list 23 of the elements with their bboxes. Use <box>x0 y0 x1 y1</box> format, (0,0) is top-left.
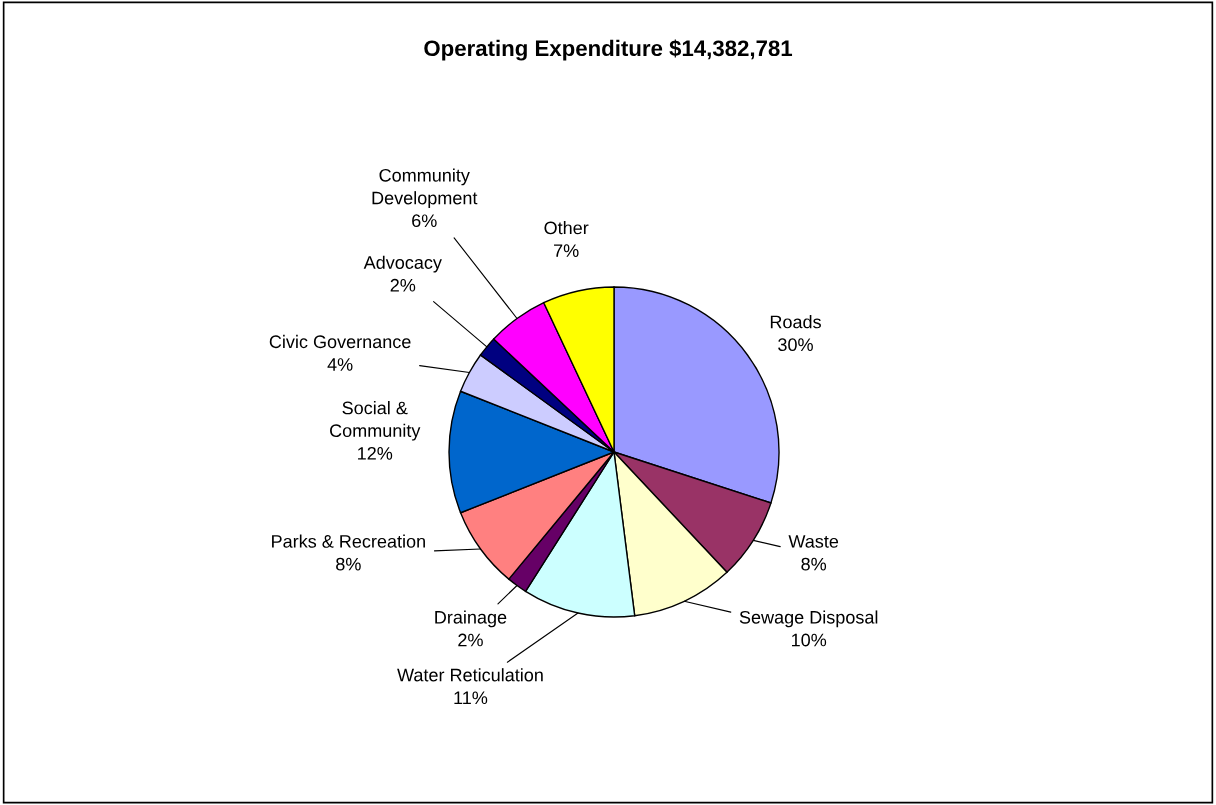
slice-label: Advocacy <box>363 255 442 273</box>
data-label: 2% <box>390 278 416 292</box>
data-label: 2% <box>458 633 483 647</box>
data-label: 12% <box>358 446 393 460</box>
chart-title: Operating Expenditure $14,382,781 <box>424 39 793 61</box>
slice-label: Other <box>544 221 589 235</box>
data-label: 6% <box>412 214 437 228</box>
slice-label: Social & Community <box>330 401 421 441</box>
slice-label: Sewage Disposal <box>739 610 878 628</box>
slice-label: Community Development <box>372 168 478 208</box>
slice-label: Roads <box>770 315 821 329</box>
slice-label: Parks & Recreation <box>272 534 425 548</box>
data-label: 8% <box>336 557 361 571</box>
data-label: 10% <box>792 633 827 647</box>
slice-label: Civic Governance <box>269 334 411 349</box>
data-label: 11% <box>454 691 488 705</box>
slice-label: Drainage <box>435 610 507 628</box>
slice-label: Water Reticulation <box>397 668 543 682</box>
slice-label: Waste <box>788 535 839 548</box>
data-label: 7% <box>554 244 579 257</box>
data-label: 4% <box>327 358 353 371</box>
data-label: 8% <box>801 557 827 571</box>
data-label: 30% <box>778 338 813 352</box>
